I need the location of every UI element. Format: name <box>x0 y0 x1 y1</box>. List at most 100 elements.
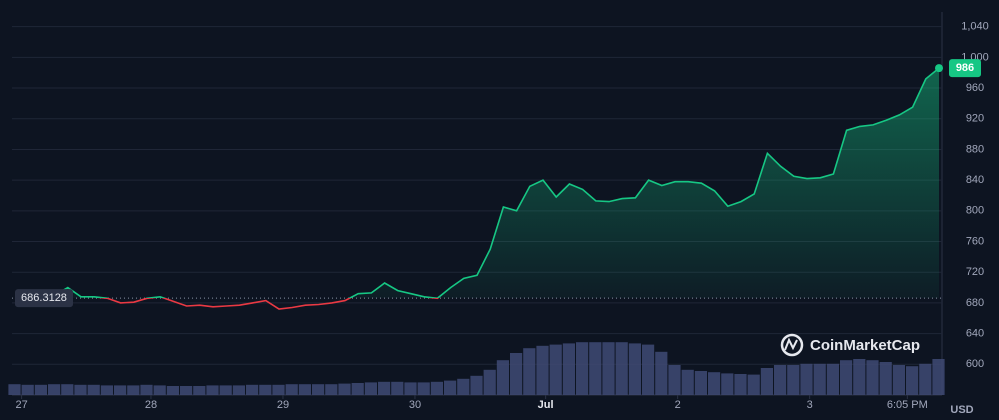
volume-bar <box>787 365 800 395</box>
volume-bar <box>760 368 773 395</box>
y-tick-label: 1,040 <box>961 21 989 33</box>
volume-bar <box>100 385 113 395</box>
volume-bar <box>523 348 536 395</box>
volume-bar <box>483 369 496 395</box>
x-tick-label: 30 <box>409 399 421 411</box>
price-area <box>15 68 939 299</box>
volume-bar <box>430 381 443 395</box>
volume-bar <box>919 363 932 395</box>
volume-bar <box>298 384 311 395</box>
y-tick-label: 600 <box>966 358 984 370</box>
volume-bar <box>21 384 34 395</box>
last-point <box>935 64 943 73</box>
y-tick-label: 640 <box>966 328 984 340</box>
volume-bar <box>562 343 575 395</box>
volume-bar <box>246 384 259 395</box>
price-line <box>15 67 940 310</box>
volume-bar <box>826 363 839 395</box>
volume-bar <box>219 385 232 395</box>
volume-bar <box>444 380 457 395</box>
y-tick-label: 960 <box>966 82 984 94</box>
x-tick-label: 6:05 PM <box>887 399 928 411</box>
volume-bar <box>747 374 760 395</box>
x-tick-label: 28 <box>145 399 157 411</box>
volume-bar <box>457 378 470 395</box>
volume-bar <box>272 384 285 395</box>
volume-bar <box>853 359 866 395</box>
volume-bar <box>34 384 47 395</box>
volume-bar <box>364 382 377 395</box>
volume-bar <box>708 372 721 395</box>
volume-bar <box>721 373 734 395</box>
y-tick-label: 720 <box>966 266 984 278</box>
x-tick-label: 2 <box>675 399 681 411</box>
volume-bar <box>906 366 919 395</box>
volume-bar <box>510 353 523 395</box>
volume-bar <box>8 384 21 395</box>
volume-bar <box>615 342 628 395</box>
x-tick-label: 29 <box>277 399 289 411</box>
volume-bar <box>496 360 509 395</box>
volume-bar <box>193 386 206 395</box>
volume-bar <box>206 385 219 395</box>
y-tick-label: 760 <box>966 235 984 247</box>
y-tick-label: 800 <box>966 205 984 217</box>
y-tick-label: 920 <box>966 113 984 125</box>
volume-bar <box>470 375 483 395</box>
volume-bar <box>642 344 655 395</box>
volume-bar <box>576 342 589 395</box>
price-tag <box>949 59 981 78</box>
volume-bar <box>325 384 338 395</box>
volume-bar <box>87 384 100 395</box>
volume-bar <box>866 360 879 395</box>
volume-bar <box>840 360 853 395</box>
volume-bar <box>74 384 87 395</box>
volume-bar <box>378 381 391 395</box>
volume-bar <box>774 365 787 395</box>
volume-bar <box>232 385 245 395</box>
y-tick-label: 680 <box>966 297 984 309</box>
baseline-tag <box>15 289 73 308</box>
y-tick-label: 840 <box>966 174 984 186</box>
volume-bar <box>892 365 905 395</box>
volume-bar <box>602 342 615 395</box>
volume-bar <box>351 383 364 395</box>
volume-bar <box>127 385 140 395</box>
volume-bar <box>338 383 351 395</box>
watermark: CoinMarketCap <box>780 333 920 357</box>
currency-label: USD <box>950 404 973 416</box>
volume-bar <box>140 384 153 395</box>
volume-bar <box>114 385 127 395</box>
y-tick-label: 880 <box>966 143 984 155</box>
volume-bar <box>879 362 892 395</box>
volume-bar <box>391 381 404 395</box>
volume-bar <box>61 384 74 395</box>
baseline-label: 686.3128 <box>21 292 67 304</box>
x-tick-label: 3 <box>807 399 813 411</box>
watermark-text: CoinMarketCap <box>810 337 920 354</box>
volume-bar <box>404 382 417 395</box>
volume-bar <box>655 351 668 395</box>
volume-bar <box>681 369 694 395</box>
volume-bar <box>800 363 813 395</box>
volume-bar <box>417 382 430 395</box>
volume-bar <box>549 344 562 395</box>
x-tick-label: Jul <box>538 399 554 411</box>
volume-bar <box>668 365 681 395</box>
volume-bar <box>628 343 641 395</box>
volume-bar <box>180 386 193 395</box>
volume-bar <box>312 384 325 395</box>
volume-bar <box>166 386 179 395</box>
volume-bar <box>734 374 747 395</box>
volume-bar <box>259 384 272 395</box>
x-tick-label: 27 <box>15 399 27 411</box>
volume-bar <box>932 359 945 395</box>
volume-bar <box>153 385 166 395</box>
volume-bar <box>589 342 602 395</box>
volume-bar <box>694 371 707 395</box>
price-tag-label: 986 <box>956 62 974 74</box>
volume-bar <box>48 384 61 395</box>
volume-bar <box>285 384 298 395</box>
